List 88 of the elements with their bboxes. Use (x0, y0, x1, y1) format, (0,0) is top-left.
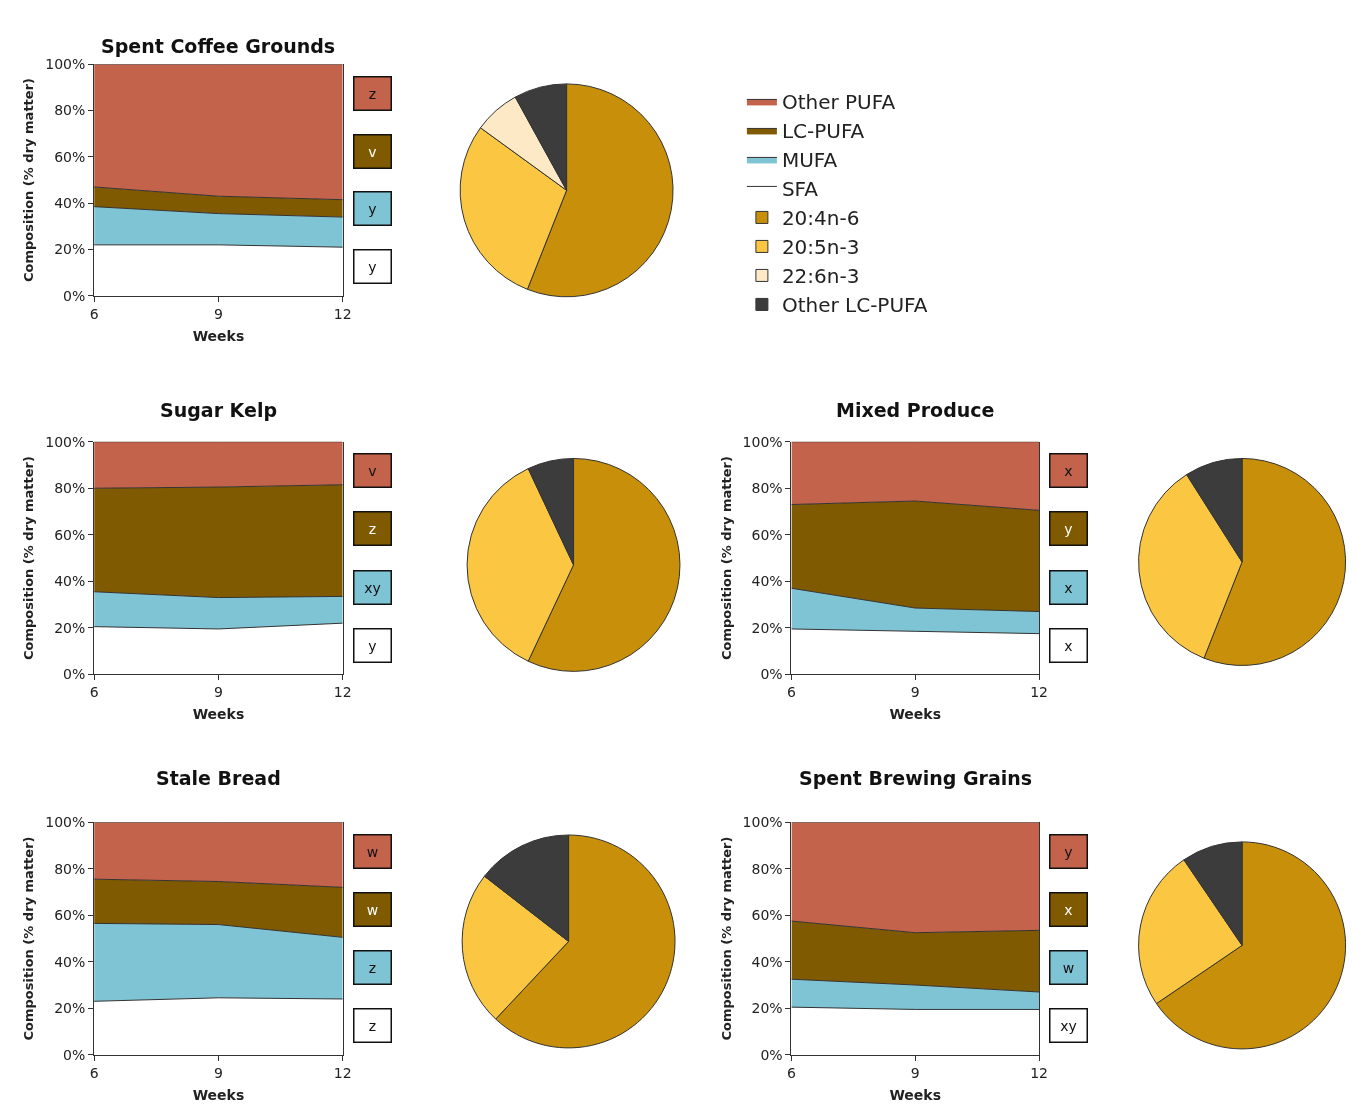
text: y (1064, 843, 1073, 860)
x-tick-label: 6 (89, 684, 99, 701)
y-tick-label: 60% (54, 148, 86, 165)
y-tick-label: 100% (45, 433, 86, 450)
y-tick-label: 100% (45, 56, 86, 73)
y-tick-label: 0% (63, 287, 86, 304)
y-tick-label: 80% (54, 480, 86, 497)
y-tick-label: 20% (751, 619, 783, 636)
x-tick-label: 12 (1030, 1064, 1048, 1081)
y-tick-label: 40% (54, 195, 86, 212)
y-tick-label: 0% (63, 666, 86, 683)
y-tick-label: 80% (54, 102, 86, 119)
text: y (368, 200, 377, 217)
text: y (368, 637, 377, 654)
legend-label: MUFA (781, 148, 838, 173)
y-tick-label: 100% (45, 814, 86, 831)
chart-title: Spent Brewing Grains (799, 767, 1033, 789)
y-tick-label: 20% (54, 619, 86, 636)
text: v (368, 462, 377, 479)
x-tick-label: 9 (213, 305, 223, 322)
text: xy (1060, 1017, 1077, 1034)
y-tick-label: 100% (742, 433, 783, 450)
text: z (368, 520, 377, 537)
x-tick-label: 9 (910, 684, 920, 701)
y-tick-label: 80% (54, 860, 86, 877)
y-tick-label: 40% (751, 953, 783, 970)
text: w (366, 901, 379, 918)
legend-label: 22:6n-3 (781, 264, 860, 289)
x-tick-label: 9 (213, 1064, 223, 1081)
legend-label: LC-PUFA (781, 119, 865, 144)
text: z (368, 959, 377, 976)
y-tick-label: 80% (751, 860, 783, 877)
y-tick-label: 100% (742, 814, 783, 831)
x-axis-title: Weeks (192, 1086, 245, 1103)
y-tick-label: 20% (54, 1000, 86, 1017)
text: x (1064, 637, 1073, 654)
y-axis-title: Composition (% dry matter) (21, 78, 37, 282)
x-axis-title: Weeks (889, 706, 942, 723)
y-tick-label: 60% (751, 907, 783, 924)
text: y (1064, 520, 1073, 537)
x-axis-title: Weeks (889, 1086, 942, 1103)
text: v (368, 143, 377, 160)
y-tick-label: 80% (751, 480, 783, 497)
x-tick-label: 6 (89, 1064, 99, 1081)
text: z (368, 85, 377, 102)
x-tick-label: 9 (213, 684, 223, 701)
y-tick-label: 40% (54, 953, 86, 970)
chart-title: Sugar Kelp (160, 399, 278, 421)
x-tick-label: 9 (910, 1064, 920, 1081)
legend-label: Other LC-PUFA (781, 293, 928, 318)
y-tick-label: 60% (54, 526, 86, 543)
y-tick-label: 40% (751, 573, 783, 590)
legend-label: 20:4n-6 (781, 206, 860, 231)
legend-label: 20:5n-3 (781, 235, 860, 260)
text: x (1064, 579, 1073, 596)
y-tick-label: 0% (760, 1046, 783, 1063)
y-tick-label: 20% (54, 241, 86, 258)
y-tick-label: 60% (751, 526, 783, 543)
x-tick-label: 6 (89, 305, 99, 322)
text: z (368, 1017, 377, 1034)
x-tick-label: 6 (786, 684, 796, 701)
chart-title: Stale Bread (156, 767, 281, 789)
chart-title: Mixed Produce (836, 399, 995, 421)
text: w (1062, 959, 1075, 976)
text: xy (364, 579, 381, 596)
x-tick-label: 12 (333, 684, 352, 701)
x-tick-label: 12 (333, 305, 352, 322)
text: w (366, 843, 379, 860)
y-axis-title: Composition (% dry matter) (718, 836, 734, 1041)
y-axis-title: Composition (% dry matter) (718, 456, 734, 661)
chart-title: Spent Coffee Grounds (101, 35, 336, 57)
y-tick-label: 0% (63, 1046, 86, 1063)
y-tick-label: 0% (760, 666, 783, 683)
y-tick-label: 20% (751, 1000, 783, 1017)
y-tick-label: 40% (54, 573, 86, 590)
legend-label: Other PUFA (781, 90, 896, 115)
legend-label: SFA (781, 177, 819, 202)
x-axis-title: Weeks (192, 706, 245, 723)
x-tick-label: 6 (786, 1064, 796, 1081)
y-tick-label: 60% (54, 907, 86, 924)
text: x (1064, 462, 1073, 479)
y-axis-title: Composition (% dry matter) (21, 836, 37, 1041)
x-axis-title: Weeks (192, 327, 245, 344)
text: y (368, 258, 377, 275)
y-axis-title: Composition (% dry matter) (21, 456, 37, 661)
x-tick-label: 12 (333, 1064, 352, 1081)
text: x (1064, 901, 1073, 918)
x-tick-label: 12 (1030, 684, 1048, 701)
